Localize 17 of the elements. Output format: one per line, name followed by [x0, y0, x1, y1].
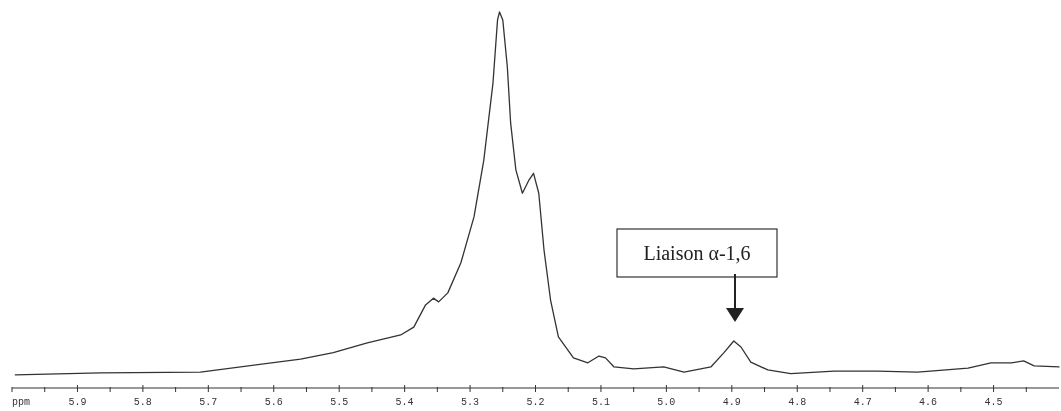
x-tick-label: 5.2: [526, 397, 545, 408]
x-tick-label: 5.7: [199, 397, 218, 408]
x-tick-label: 4.9: [722, 397, 741, 408]
x-tick-label: 4.6: [919, 397, 938, 408]
x-tick-label: 5.4: [395, 397, 414, 408]
annotation: Liaison α-1,6: [643, 242, 751, 264]
x-tick-label: 5.5: [330, 397, 349, 408]
x-tick-label: 5.6: [264, 397, 283, 408]
x-axis-title: ppm: [12, 397, 31, 408]
x-tick-label: 5.1: [591, 397, 610, 408]
x-tick-label: 4.7: [853, 397, 872, 408]
x-tick-label: 4.8: [788, 397, 807, 408]
x-tick-label: 5.3: [461, 397, 480, 408]
x-tick-label: 5.8: [133, 397, 152, 408]
x-tick-label: 4.5: [984, 397, 1003, 408]
x-tick-label: 5.9: [68, 397, 87, 408]
x-tick-label: 5.0: [657, 397, 676, 408]
